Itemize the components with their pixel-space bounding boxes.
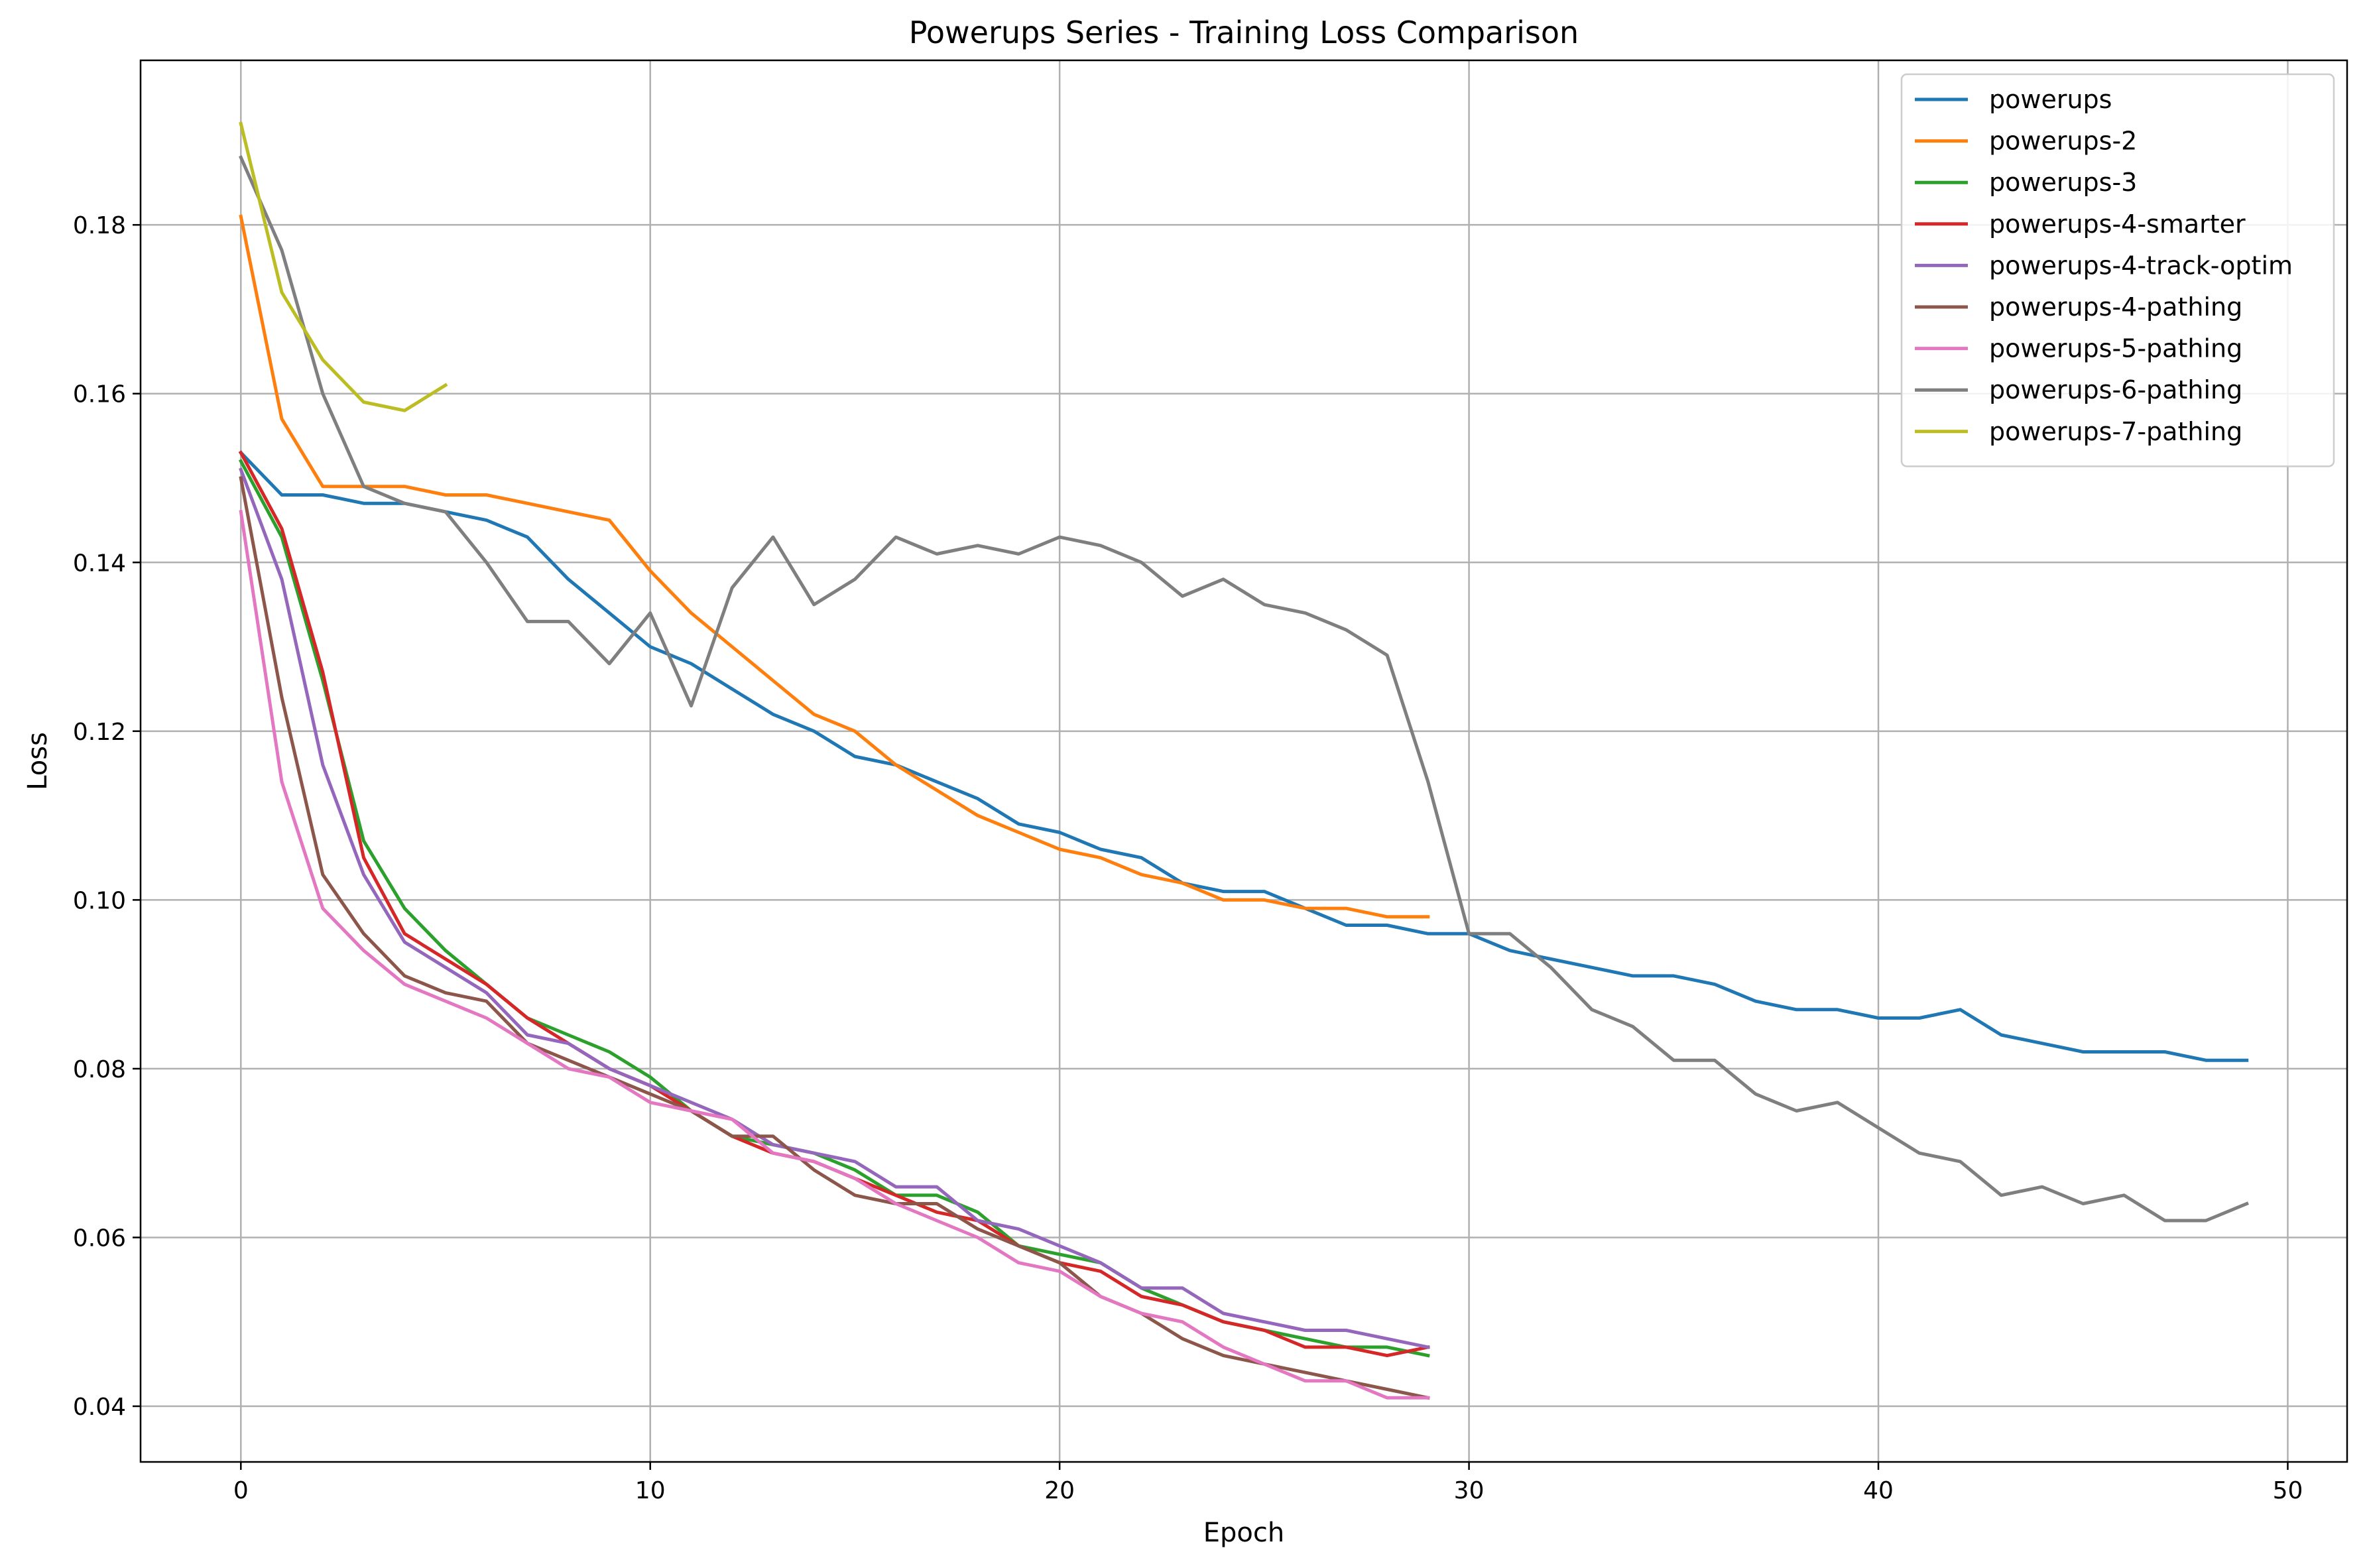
legend-label: powerups-4-smarter (1989, 210, 2246, 239)
series-line-powerups-2 (239, 214, 1430, 919)
chart-title: Powerups Series - Training Loss Comparis… (909, 15, 1579, 50)
x-tick-label: 10 (635, 1477, 666, 1504)
series-line-powerups-5-pathing (239, 510, 1430, 1400)
x-tick-label: 20 (1044, 1477, 1075, 1504)
legend-label: powerups-7-pathing (1989, 417, 2242, 446)
plot-area-frame (139, 59, 2348, 1463)
series-line-powerups-6-pathing (239, 155, 2249, 1223)
legend-label: powerups-4-track-optim (1989, 251, 2293, 280)
axis-ticks: 0 10 20 30 40 50 0.04 0.06 0.08 0.10 0.12 0.14 0.16 0… (73, 212, 2303, 1504)
y-tick-label: 0.10 (73, 887, 126, 914)
x-tick-label: 40 (1863, 1477, 1894, 1504)
y-tick-label: 0.08 (73, 1056, 126, 1083)
y-tick-label: 0.18 (73, 212, 126, 239)
y-tick-label: 0.12 (73, 719, 126, 746)
series-line-powerups (238, 450, 2249, 1062)
x-tick-label: 50 (2273, 1477, 2303, 1504)
legend-box (1900, 73, 2335, 467)
y-axis-label: Loss (23, 732, 53, 790)
y-tick-label: 0.04 (73, 1394, 126, 1421)
x-tick-label: 0 (233, 1477, 249, 1504)
legend-label: powerups-6-pathing (1989, 375, 2242, 404)
legend-label: powerups (1989, 85, 2112, 114)
series-lines (238, 121, 2249, 1400)
series-line-powerups-7-pathing (239, 121, 448, 412)
legend-label: powerups-5-pathing (1989, 334, 2242, 363)
legend-label: powerups-4-pathing (1989, 292, 2242, 322)
legend-label: powerups-2 (1989, 127, 2137, 156)
x-axis-label: Epoch (1203, 1518, 1284, 1548)
y-tick-label: 0.06 (73, 1225, 126, 1252)
x-tick-label: 30 (1454, 1477, 1485, 1504)
y-tick-label: 0.16 (73, 381, 126, 408)
series-line-powerups-4-track-optim (239, 467, 1430, 1349)
legend: powerups powerups-2 powerups-3 powerups-4-s… (1900, 73, 2335, 467)
y-tick-label: 0.14 (73, 550, 126, 577)
series-line-powerups-4-pathing (239, 476, 1430, 1400)
legend-label: powerups-3 (1989, 168, 2137, 197)
